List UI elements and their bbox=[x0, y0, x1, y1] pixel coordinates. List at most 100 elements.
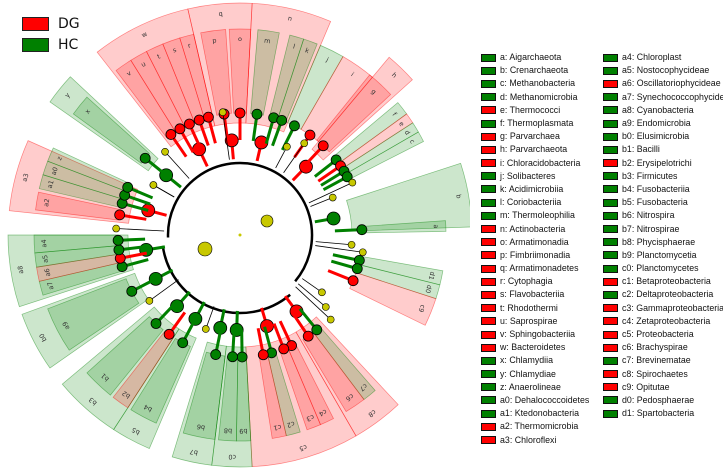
hc-swatch bbox=[22, 37, 49, 52]
group-legend-hc: HC bbox=[22, 34, 80, 55]
clade-highlight-w bbox=[96, 8, 216, 148]
clade-label-b4: b4 bbox=[142, 403, 153, 414]
legend-item: a7: Synechococcophycideae bbox=[603, 91, 723, 104]
legend-item: b2: Erysipelotrichi bbox=[603, 157, 723, 170]
legend-item: b3: Firmicutes bbox=[603, 170, 723, 183]
dg-label: DG bbox=[58, 15, 80, 32]
legend-swatch bbox=[603, 251, 618, 260]
clade-highlight-b3 bbox=[61, 306, 180, 431]
legend-label: b7: Nitrospirae bbox=[622, 223, 680, 235]
node-a bbox=[356, 224, 368, 236]
legend-label: a2: Thermomicrobia bbox=[500, 421, 579, 433]
legend-label: s: Flavobacteriia bbox=[500, 289, 565, 301]
legend-swatch bbox=[481, 330, 496, 339]
branch-nonsignificant bbox=[205, 306, 215, 330]
legend-swatch bbox=[603, 53, 618, 62]
legend-label: c2: Deltaproteobacteria bbox=[622, 289, 714, 301]
node-m bbox=[251, 108, 263, 120]
legend-item: d0: Pedosphaerae bbox=[603, 394, 723, 407]
legend-label: c0: Planctomycetes bbox=[622, 263, 699, 275]
node-a2 bbox=[114, 209, 126, 221]
legend-label: c: Methanobacteria bbox=[500, 78, 576, 90]
legend-label: a1: Ktedonobacteria bbox=[500, 408, 580, 420]
node-b4 bbox=[177, 337, 189, 349]
legend-item: i: Chloracidobacteria bbox=[481, 157, 597, 170]
branch-nonsignificant bbox=[275, 146, 288, 169]
node-z bbox=[122, 181, 134, 193]
node-nonsignificant bbox=[326, 315, 335, 324]
clade-label-c5: c5 bbox=[298, 443, 308, 453]
legend-label: w: Bacteroidetes bbox=[500, 342, 566, 354]
legend-swatch bbox=[481, 277, 496, 286]
legend-label: d1: Spartobacteria bbox=[622, 408, 695, 420]
node-nonsignificant bbox=[201, 325, 210, 333]
legend-label: a4: Chloroplast bbox=[622, 52, 682, 64]
legend-swatch bbox=[481, 422, 496, 431]
clade-label-g: g bbox=[369, 87, 377, 96]
node-b9 bbox=[236, 351, 248, 363]
clade-label-i: i bbox=[349, 71, 355, 79]
legend-label: j: Solibacteres bbox=[500, 170, 556, 182]
legend-label: n: Actinobacteria bbox=[500, 223, 566, 235]
legend-swatch bbox=[481, 66, 496, 75]
node-c6 bbox=[302, 330, 314, 342]
legend-swatch bbox=[603, 383, 618, 392]
clade-highlight-c8 bbox=[295, 316, 399, 437]
legend-swatch bbox=[603, 79, 618, 88]
legend-item: n: Actinobacteria bbox=[481, 222, 597, 235]
legend-item: p: Fimbriimonadia bbox=[481, 249, 597, 262]
legend-swatch bbox=[481, 198, 496, 207]
legend-swatch bbox=[603, 211, 618, 220]
legend-swatch bbox=[481, 119, 496, 128]
clade-label-m: m bbox=[264, 37, 271, 46]
legend-label: a8: Cyanobacteria bbox=[622, 104, 694, 116]
legend-item: z: Anaerolineae bbox=[481, 381, 597, 394]
node-nonsignificant bbox=[300, 139, 309, 148]
legend-swatch bbox=[603, 159, 618, 168]
clade-label-c: c bbox=[408, 138, 417, 145]
legend-swatch bbox=[481, 356, 496, 365]
node-nonsignificant bbox=[347, 240, 356, 249]
clade-label-d: d bbox=[403, 129, 412, 137]
legend-item: b7: Nitrospirae bbox=[603, 222, 723, 235]
legend-swatch bbox=[481, 251, 496, 260]
legend-swatch bbox=[603, 304, 618, 313]
taxa-legend-column-1: a: Aigarchaeota b: Crenarchaeota c: Methan… bbox=[481, 51, 597, 447]
clade-label-x: x bbox=[83, 108, 92, 116]
legend-swatch bbox=[603, 145, 618, 154]
cladogram-backbone bbox=[161, 245, 291, 315]
legend-swatch bbox=[481, 132, 496, 141]
legend-item: b5: Fusobacteria bbox=[603, 196, 723, 209]
clade-label-u: u bbox=[140, 60, 148, 69]
legend-item: q: Armatimonadetes bbox=[481, 262, 597, 275]
legend-swatch bbox=[603, 290, 618, 299]
legend-label: t: Rhodothermi bbox=[500, 302, 558, 314]
clade-label-d0: d0 bbox=[423, 284, 433, 294]
clade-label-b1: b1 bbox=[99, 371, 111, 382]
branch-nonsignificant bbox=[315, 245, 363, 253]
legend-swatch bbox=[481, 172, 496, 181]
legend-label: b5: Fusobacteria bbox=[622, 197, 688, 209]
legend-label: b4: Fusobacteriia bbox=[622, 183, 690, 195]
clade-label-a0: a0 bbox=[50, 166, 60, 176]
clade-label-e: e bbox=[397, 120, 406, 128]
legend-item: c0: Planctomycetes bbox=[603, 262, 723, 275]
clade-label-b: b bbox=[454, 194, 463, 199]
legend-swatch bbox=[481, 409, 496, 418]
clade-label-b8: b8 bbox=[224, 426, 233, 434]
branch-nonsignificant bbox=[308, 182, 353, 204]
legend-swatch bbox=[603, 264, 618, 273]
clade-label-c8: c8 bbox=[367, 408, 378, 419]
branch-nonsignificant bbox=[116, 228, 165, 232]
branch-nonsignificant bbox=[315, 241, 352, 246]
group-legend: DG HC bbox=[22, 13, 80, 55]
legend-swatch bbox=[481, 290, 496, 299]
legend-item: b8: Phycisphaerae bbox=[603, 236, 723, 249]
legend-item: h: Parvarchaeota bbox=[481, 143, 597, 156]
node-s bbox=[193, 114, 205, 126]
clade-label-c2: c2 bbox=[286, 419, 296, 429]
branch-nonsignificant bbox=[302, 278, 323, 293]
branch-nonsignificant bbox=[310, 197, 333, 207]
legend-item: f: Thermoplasmata bbox=[481, 117, 597, 130]
